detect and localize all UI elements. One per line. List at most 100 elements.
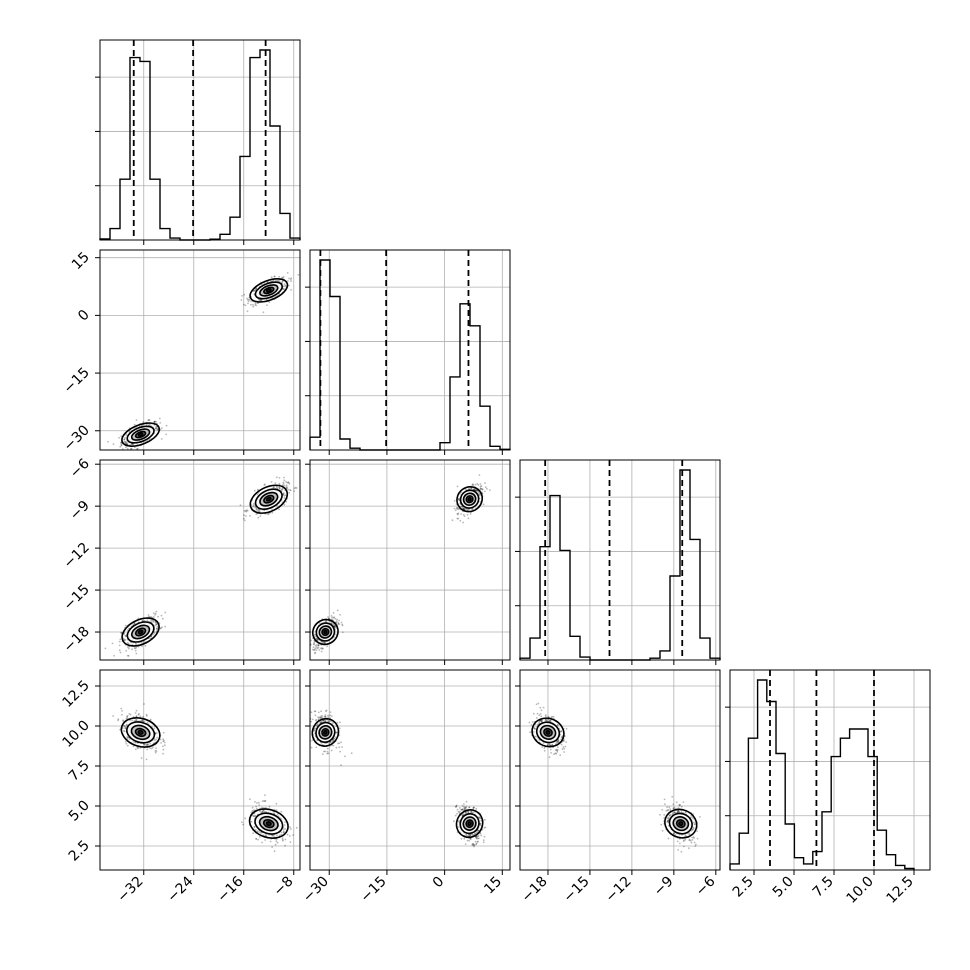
sample-point xyxy=(258,299,260,301)
sample-point xyxy=(545,715,547,718)
sample-point xyxy=(553,753,555,756)
sample-point xyxy=(473,488,475,491)
histogram-1 xyxy=(99,49,301,241)
sample-point xyxy=(128,713,131,715)
sample-point xyxy=(476,841,479,843)
sample-point xyxy=(459,493,462,495)
sample-point xyxy=(552,715,555,718)
sample-point xyxy=(317,718,320,720)
sample-point xyxy=(265,811,267,813)
sample-point xyxy=(327,716,329,719)
sample-point xyxy=(692,828,694,831)
sample-point xyxy=(688,838,691,841)
sample-point xyxy=(471,811,473,814)
sample-point xyxy=(165,433,168,436)
sample-point xyxy=(266,304,268,306)
sample-point xyxy=(126,443,128,445)
sample-point xyxy=(134,741,136,744)
sample-point xyxy=(696,830,698,833)
sample-point xyxy=(467,517,470,520)
sample-point xyxy=(246,297,248,300)
sample-point xyxy=(310,711,313,714)
sample-point xyxy=(557,740,560,743)
sample-point xyxy=(477,834,480,837)
sample-point xyxy=(317,723,319,726)
sample-point xyxy=(332,740,334,743)
sample-point xyxy=(471,508,473,510)
sample-point xyxy=(683,839,685,842)
sample-point xyxy=(314,652,316,655)
x-tick-label: −24 xyxy=(164,873,196,905)
sample-point xyxy=(674,811,676,814)
sample-point xyxy=(258,510,261,513)
sample-point xyxy=(472,484,475,486)
sample-point xyxy=(463,508,466,510)
sample-point xyxy=(295,487,298,489)
sample-point xyxy=(125,724,128,727)
sample-point xyxy=(272,834,274,837)
sample-point xyxy=(250,820,253,823)
sample-point xyxy=(121,710,123,712)
sample-point xyxy=(339,613,341,616)
sample-point xyxy=(326,750,329,753)
sample-point xyxy=(457,826,460,828)
histogram-2 xyxy=(309,259,511,451)
sample-point xyxy=(255,508,258,511)
sample-point xyxy=(162,738,165,741)
sample-point xyxy=(290,277,293,280)
sample-point xyxy=(141,620,144,622)
sample-point xyxy=(243,514,245,516)
sample-point xyxy=(314,644,317,647)
sample-point xyxy=(477,829,479,832)
sample-point xyxy=(476,482,479,485)
sample-point xyxy=(127,647,130,650)
sample-point xyxy=(280,488,283,491)
sample-point xyxy=(317,716,320,719)
sample-point xyxy=(139,715,142,718)
sample-point xyxy=(455,507,458,510)
sample-point xyxy=(547,743,549,746)
sample-point xyxy=(320,641,323,643)
sample-point xyxy=(465,833,467,836)
sample-point xyxy=(460,513,462,515)
sample-point xyxy=(674,812,676,814)
sample-point xyxy=(133,622,136,625)
sample-point xyxy=(663,814,666,816)
x-tick-label: 10.0 xyxy=(843,874,876,907)
sample-point xyxy=(455,805,458,807)
sample-point xyxy=(255,807,258,810)
sample-point xyxy=(282,481,285,484)
sample-point xyxy=(284,494,287,497)
sample-point xyxy=(324,720,326,723)
sample-point xyxy=(160,614,163,617)
y-tick-label: 0 xyxy=(75,307,93,325)
sample-point xyxy=(117,718,120,721)
sample-point xyxy=(123,633,125,635)
panel-frame-0-0 xyxy=(99,39,301,241)
sample-point xyxy=(313,643,315,646)
sample-point xyxy=(463,515,466,517)
sample-point xyxy=(545,718,547,721)
sample-point xyxy=(149,423,151,426)
sample-point xyxy=(133,720,136,722)
sample-point xyxy=(462,507,465,509)
sample-point xyxy=(327,752,330,755)
sample-point xyxy=(534,727,537,730)
panel-frame-2-2 xyxy=(519,459,721,661)
sample-point xyxy=(153,420,156,423)
sample-point xyxy=(152,620,155,623)
density-contour-5 xyxy=(265,288,272,293)
sample-point xyxy=(278,477,281,479)
sample-point xyxy=(263,800,265,802)
sample-point xyxy=(476,835,478,838)
sample-point xyxy=(253,489,256,492)
sample-point xyxy=(319,721,321,723)
sample-point xyxy=(463,508,466,511)
sample-point xyxy=(137,713,140,716)
density-contour-1 xyxy=(311,618,339,646)
sample-point xyxy=(264,800,266,802)
sample-point xyxy=(254,828,257,831)
sample-point xyxy=(278,293,281,295)
sample-point xyxy=(531,721,534,723)
sample-point xyxy=(282,492,285,495)
